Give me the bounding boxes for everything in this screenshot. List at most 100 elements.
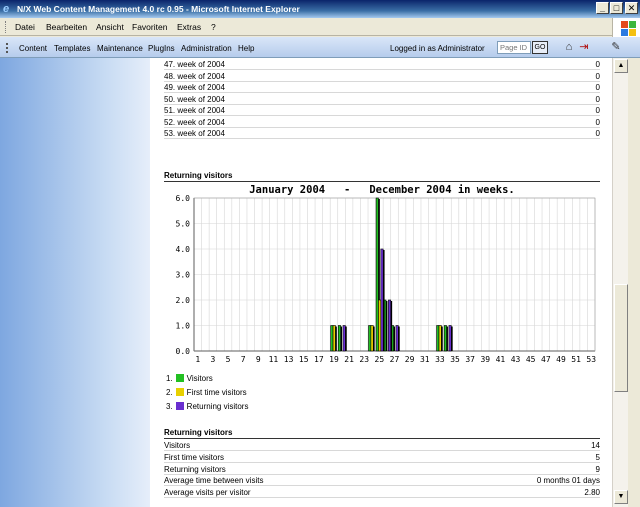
table-row: Visitors 14 — [164, 439, 600, 451]
bar — [378, 299, 382, 352]
table-row: 48. week of 2004 0 — [164, 70, 600, 82]
legend-item: 3. Returning visitors — [166, 402, 248, 411]
table-row: 50. week of 2004 0 — [164, 93, 600, 105]
scroll-down-arrow-icon[interactable]: ▼ — [614, 490, 628, 504]
menu-bearbeiten[interactable]: Bearbeiten — [46, 22, 88, 32]
window-title: N/X Web Content Management 4.0 rc 0.95 -… — [17, 4, 300, 14]
summary-label: Returning visitors — [164, 464, 226, 474]
legend-item: 1. Visitors — [166, 374, 213, 383]
week-label: 49. week of 2004 — [164, 83, 225, 92]
week-label: 50. week of 2004 — [164, 94, 225, 104]
x-tick-label: 5 — [226, 355, 231, 364]
x-tick-label: 23 — [359, 355, 369, 364]
chart-plot: 0.01.02.03.04.05.06.01 3 5 7 9 11 13 15 17 19 21 23… — [176, 194, 597, 364]
bar-shadow — [386, 301, 388, 351]
y-tick-label: 3.0 — [176, 271, 191, 280]
bar-shadow — [393, 326, 395, 351]
bar — [395, 325, 399, 352]
close-button[interactable]: ✕ — [625, 2, 638, 14]
menu-favoriten[interactable]: Favoriten — [132, 22, 168, 32]
bar-shadow — [451, 326, 453, 351]
legend-index: 2. — [166, 388, 173, 397]
login-status: Logged in as Administrator — [390, 44, 485, 53]
vertical-scrollbar[interactable]: ▲ ▼ — [612, 58, 628, 507]
nav-templates[interactable]: Templates — [54, 44, 91, 53]
week-value: 0 — [595, 117, 600, 127]
nav-maintenance[interactable]: Maintenance — [97, 44, 143, 53]
x-tick-label: 17 — [314, 355, 324, 364]
summary-label: Visitors — [164, 441, 191, 450]
x-tick-label: 15 — [299, 355, 309, 364]
minimize-button[interactable]: _ — [596, 2, 609, 14]
chart-title: January 2004 - December 2004 in weeks. — [249, 184, 515, 196]
x-tick-label: 43 — [511, 355, 521, 364]
week-label: 53. week of 2004 — [164, 129, 225, 138]
x-tick-label: 21 — [344, 355, 354, 364]
bar-shadow — [441, 326, 443, 351]
x-tick-label: 1 — [195, 355, 200, 364]
bar — [443, 325, 447, 352]
week-label: 52. week of 2004 — [164, 117, 225, 127]
app-toolbar: Content Templates Maintenance PlugIns Ad… — [0, 37, 640, 58]
go-button[interactable]: GO — [532, 41, 548, 54]
x-tick-label: 9 — [256, 355, 261, 364]
legend-swatch — [175, 388, 184, 396]
legend-index: 1. — [166, 374, 173, 383]
legend-item: 2. First time visitors — [166, 388, 247, 397]
summary-value: 2.80 — [584, 488, 600, 498]
summary-value: 5 — [595, 452, 600, 462]
bar — [337, 325, 341, 352]
nav-content[interactable]: Content — [19, 44, 48, 53]
table-row: 52. week of 2004 0 — [164, 116, 600, 128]
bar-shadow — [446, 326, 448, 351]
x-tick-label: 45 — [526, 355, 536, 364]
toolbar-grip — [6, 43, 8, 53]
week-label: 48. week of 2004 — [164, 71, 225, 81]
summary-value: 14 — [591, 441, 600, 450]
nav-help[interactable]: Help — [238, 44, 255, 53]
chart-section-title: Returning visitors — [164, 171, 600, 182]
bar-shadow — [345, 326, 347, 351]
menu-help[interactable]: ? — [211, 22, 216, 32]
x-tick-label: 13 — [284, 355, 294, 364]
y-tick-label: 5.0 — [176, 220, 191, 229]
menu-ansicht[interactable]: Ansicht — [96, 22, 124, 32]
legend-label: First time visitors — [186, 388, 247, 397]
nav-administration[interactable]: Administration — [181, 44, 232, 53]
x-tick-label: 25 — [375, 355, 385, 364]
bar-shadow — [390, 301, 393, 351]
bar — [436, 325, 440, 352]
bar — [330, 325, 334, 352]
week-value: 0 — [595, 94, 600, 104]
maximize-button[interactable]: □ — [610, 2, 623, 14]
legend-label: Visitors — [186, 374, 213, 383]
table-row: Average visits per visitor 2.80 — [164, 486, 600, 499]
x-tick-label: 49 — [556, 355, 566, 364]
bar — [380, 248, 384, 352]
bar — [388, 299, 392, 352]
edit-tool-icon[interactable]: ✎ — [611, 41, 621, 53]
summary-label: First time visitors — [164, 452, 224, 462]
menu-extras[interactable]: Extras — [177, 22, 202, 32]
y-tick-label: 0.0 — [176, 347, 191, 356]
bar — [342, 325, 346, 352]
summary-label: Average visits per visitor — [164, 488, 251, 498]
week-value: 0 — [595, 129, 600, 138]
home-icon[interactable]: ⌂ — [565, 41, 573, 53]
legend-index: 3. — [166, 402, 173, 411]
menu-datei[interactable]: Datei — [15, 22, 35, 32]
scrollbar-thumb[interactable] — [614, 284, 628, 392]
x-tick-label: 7 — [241, 355, 246, 364]
content-area: 47. week of 2004 0 48. week of 2004 0 49. we… — [0, 58, 612, 507]
x-tick-label: 39 — [480, 355, 490, 364]
page-id-input[interactable] — [497, 41, 531, 54]
window-frame-edge — [628, 58, 640, 507]
table-row: Returning visitors 9 — [164, 463, 600, 475]
nav-plugins[interactable]: PlugIns — [148, 44, 175, 53]
toolbar-grip — [5, 21, 8, 33]
logout-icon[interactable]: ⇥ — [579, 41, 589, 53]
x-tick-label: 53 — [586, 355, 596, 364]
windows-logo-icon — [612, 18, 640, 37]
menu-bar: Datei Bearbeiten Ansicht Favoriten Extra… — [0, 18, 640, 36]
scroll-up-arrow-icon[interactable]: ▲ — [614, 59, 628, 73]
